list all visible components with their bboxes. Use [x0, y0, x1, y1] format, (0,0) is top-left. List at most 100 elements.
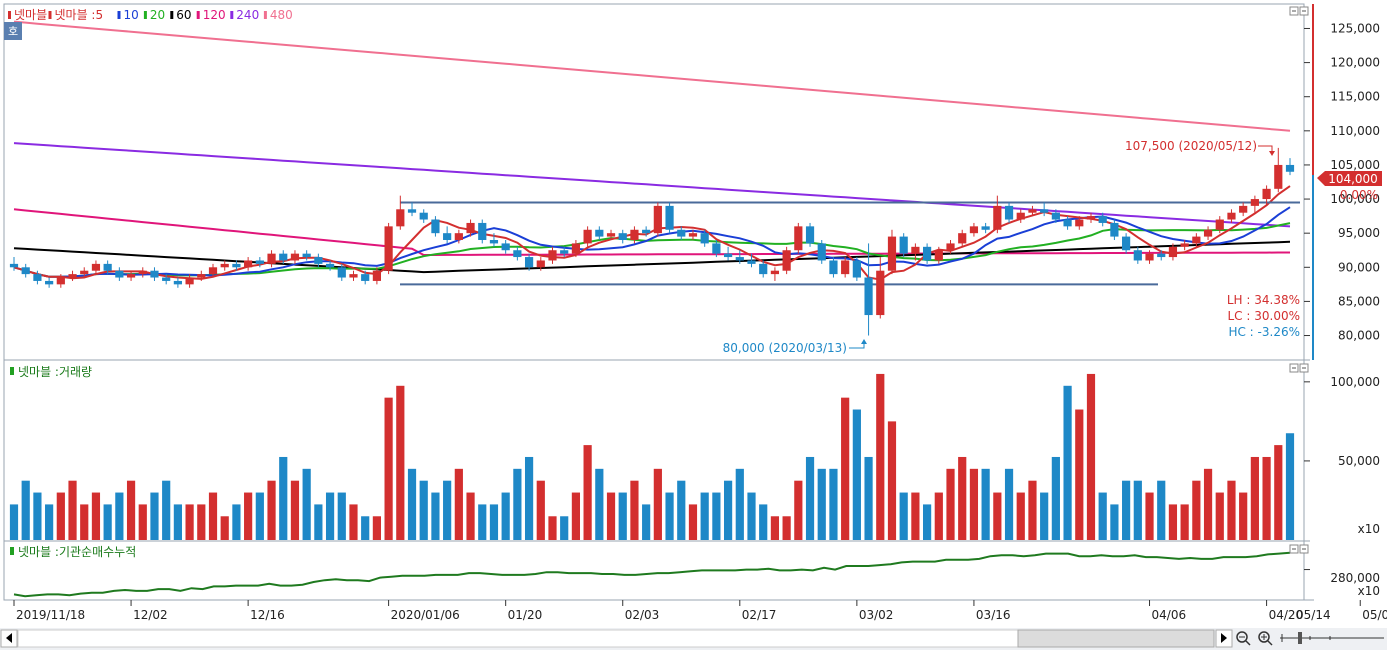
candle-body [876, 270, 885, 316]
volume-bar [688, 504, 698, 540]
candle-body [443, 233, 452, 240]
volume-bar [642, 504, 651, 540]
candle-body [934, 250, 943, 261]
candle-body [841, 260, 850, 275]
candle-body [466, 222, 475, 234]
institution-panel-title: 넷마블 :기관순매수누적 [18, 545, 136, 559]
candle-body [1157, 253, 1166, 258]
volume-bar [372, 516, 381, 540]
volume-bar [478, 504, 487, 540]
horizontal-scrollbar[interactable] [17, 629, 1019, 648]
volume-bar [1051, 456, 1060, 540]
ma-5-line [13, 185, 1291, 281]
volume-panel-title: 넷마블 :거래량 [18, 365, 92, 379]
candle-body [887, 236, 897, 271]
candle-body [407, 209, 417, 213]
volume-bar [794, 480, 803, 540]
legend-item: 20 [150, 8, 165, 22]
volume-bar [630, 480, 639, 540]
price-legend: 넷마블 넷마블 :5 10 20 60 120 240 480 [8, 8, 293, 22]
institution-tick-label: 280,000 [1330, 571, 1380, 585]
candle-body [349, 274, 358, 278]
price-tick-label: 105,000 [1330, 158, 1380, 172]
candle-body [1122, 236, 1131, 251]
candle-body [1063, 219, 1072, 227]
legend-item: 120 [203, 8, 226, 22]
candle-body [489, 240, 499, 244]
candle-body [115, 270, 124, 278]
volume-bar [384, 397, 393, 540]
candle-body [1028, 209, 1037, 213]
volume-bar [700, 492, 709, 540]
lh-stat: LH : 34.38% [1227, 293, 1300, 307]
current-price-badge [1317, 171, 1382, 186]
volume-bar [1110, 504, 1119, 540]
volume-bar [68, 480, 77, 540]
price-tick-label: 100,000 [1330, 192, 1380, 206]
candle-body [583, 229, 592, 244]
volume-bar [993, 492, 1002, 540]
price-tick-label: 95,000 [1338, 226, 1380, 240]
volume-bar [220, 516, 229, 540]
candle-body [606, 233, 616, 237]
candle-body [208, 267, 218, 275]
current-price-label: 104,000 [1328, 172, 1378, 186]
zoom-out-icon[interactable] [1236, 631, 1251, 646]
price-panel-controls[interactable] [1289, 6, 1309, 16]
candle-body [80, 270, 89, 275]
lc-stat: LC : 30.00% [1228, 309, 1301, 323]
volume-bar [244, 492, 253, 540]
volume-bar [337, 492, 346, 540]
current-change-label: 0.00% [1340, 188, 1378, 202]
volume-panel-controls[interactable] [1289, 363, 1309, 373]
institution-cumulative-line [13, 551, 1291, 598]
zoom-in-icon[interactable] [1258, 631, 1273, 646]
volume-bar [560, 516, 569, 540]
candle-body [1180, 243, 1189, 247]
candle-body [782, 250, 791, 271]
candle-body [665, 205, 674, 230]
volume-bar [162, 480, 171, 540]
institution-panel-controls[interactable] [1289, 544, 1309, 554]
volume-bar [852, 409, 861, 540]
date-tick-label: 02/17 [742, 608, 777, 622]
candle-body [712, 243, 721, 254]
candle-body [735, 257, 744, 261]
axes: 125,000 120,000 115,000 110,000 105,000 100,0… [1304, 21, 1380, 598]
ma-120-line [13, 208, 1290, 256]
volume-bar [208, 492, 218, 540]
candle-body [45, 280, 54, 285]
ma-60-line [13, 240, 1291, 274]
volume-bar [349, 504, 358, 540]
volume-bar [1004, 468, 1014, 540]
volume-tick-label: 100,000 [1330, 375, 1380, 389]
candle-body [501, 243, 510, 251]
corner-button[interactable] [4, 22, 22, 40]
candle-body [981, 226, 990, 230]
volume-bar [80, 504, 89, 540]
volume-bar [770, 516, 780, 540]
candle-body [337, 267, 346, 278]
date-tick-label: 2020/01/06 [391, 608, 460, 622]
candle-body [290, 253, 300, 261]
volume-bar [1086, 373, 1096, 540]
scroll-thumb[interactable] [1017, 629, 1215, 648]
date-tick-label: 01/20 [508, 608, 543, 622]
volume-bar [958, 456, 967, 540]
volume-bar [571, 492, 581, 540]
volume-bar [45, 504, 54, 540]
candle-body [1262, 188, 1271, 200]
date-axis: 2019/11/18 12/02 12/16 2020/01/06 01/20 02/03… [13, 600, 1387, 622]
candle-body [513, 250, 522, 258]
candle-body [1192, 236, 1201, 244]
price-tick-label: 120,000 [1330, 56, 1380, 70]
volume-bar [899, 492, 908, 540]
zoom-slider[interactable] [1280, 632, 1384, 644]
candle-body [419, 212, 428, 220]
volume-bar [1180, 504, 1189, 540]
candle-body [91, 263, 101, 271]
volume-bar [325, 492, 335, 540]
candle-body [384, 226, 393, 271]
candle-body [548, 250, 557, 261]
low-annotation: 80,000 (2020/03/13) [723, 341, 847, 355]
